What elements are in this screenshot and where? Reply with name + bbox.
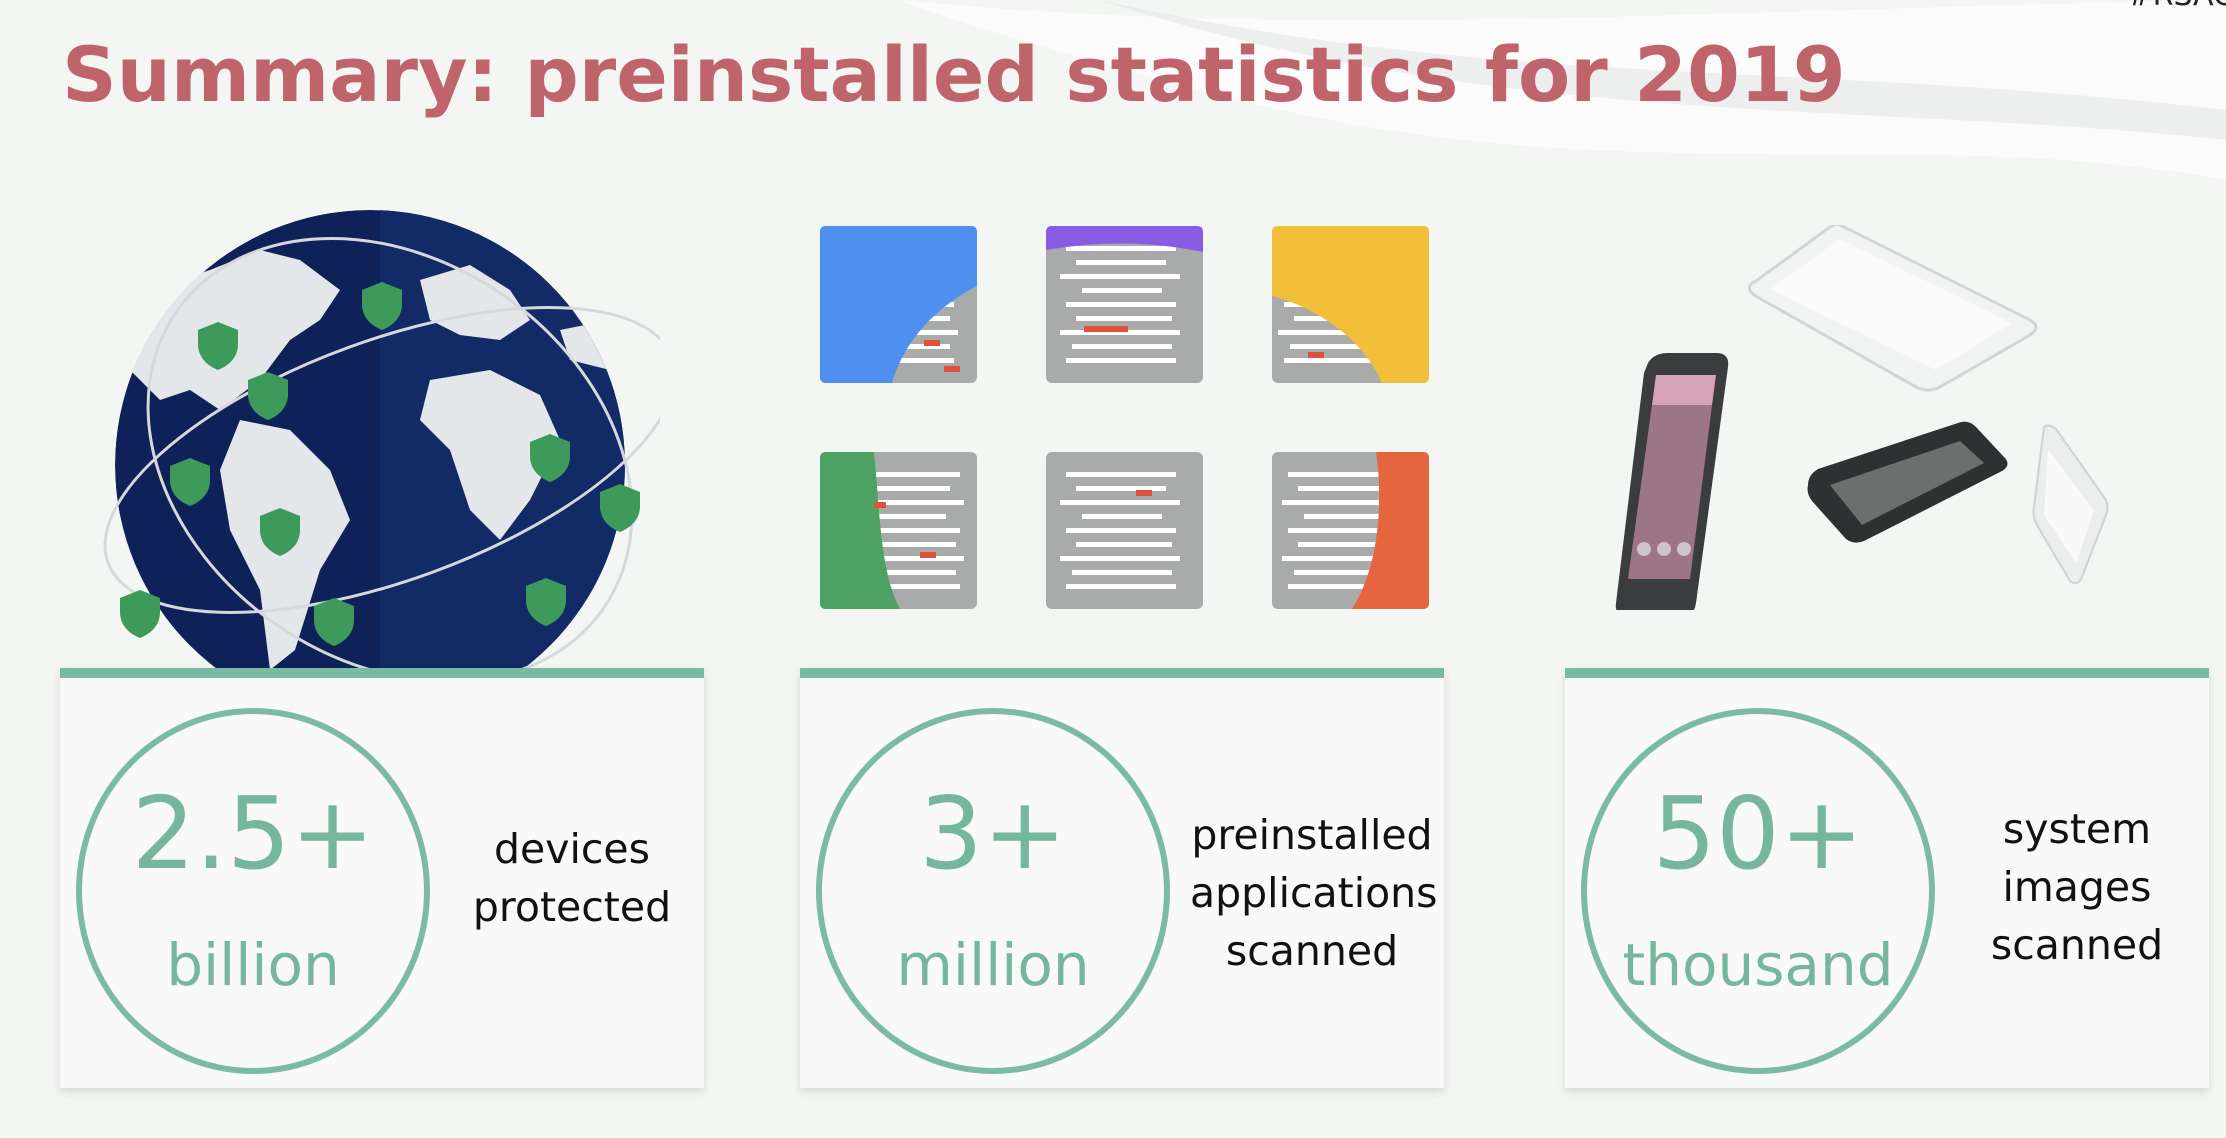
stat-description: devices protected — [450, 820, 694, 936]
globe-with-shields-icon — [103, 210, 660, 670]
corner-hashtag: #RSAC — [2127, 0, 2226, 13]
background-wave — [900, 0, 2226, 180]
stat-panel-system-images: 50+ thousand system images scanned — [1565, 668, 2209, 1088]
stat-description-line: system — [2002, 805, 2152, 853]
stat-description-line: preinstalled — [1191, 811, 1433, 859]
stat-ring: 50+ thousand — [1581, 708, 1935, 1074]
stat-description: system images scanned — [1955, 800, 2199, 974]
stat-ring: 3+ million — [816, 708, 1170, 1074]
stat-value: 50+ — [1652, 775, 1864, 892]
stat-value: 2.5+ — [131, 775, 375, 892]
stat-panel-applications: 3+ million preinstalled applications sca… — [800, 668, 1444, 1088]
stat-ring: 2.5+ billion — [76, 708, 430, 1074]
stat-description-line: scanned — [1990, 921, 2164, 969]
app-tiles-icon — [820, 226, 1429, 609]
stat-panel-devices: 2.5+ billion devices protected — [60, 668, 704, 1088]
slide-title: Summary: preinstalled statistics for 201… — [62, 30, 1846, 119]
android-devices-icon — [1615, 225, 2109, 610]
stat-description-line: scanned — [1225, 927, 1399, 975]
stat-unit: thousand — [1622, 931, 1894, 999]
stat-description-line: images — [2002, 863, 2152, 911]
stat-unit: million — [896, 931, 1090, 999]
stat-description-line: protected — [472, 883, 672, 931]
stat-description-line: devices — [493, 825, 651, 873]
stat-description: preinstalled applications scanned — [1190, 806, 1438, 980]
stat-description-line: applications — [1190, 869, 1438, 917]
stat-value: 3+ — [919, 775, 1067, 892]
stat-unit: billion — [166, 931, 340, 999]
